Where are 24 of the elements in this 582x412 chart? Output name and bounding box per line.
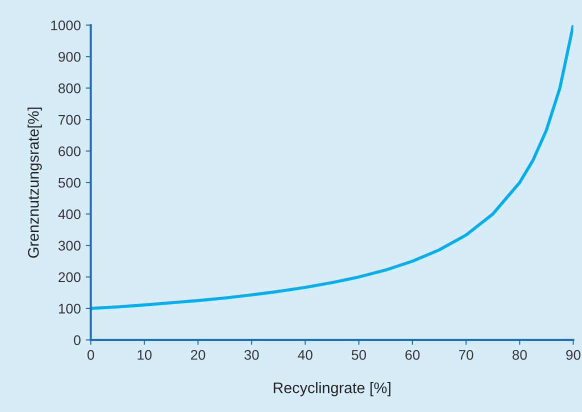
- x-tick-label: 30: [244, 350, 259, 360]
- y-tick-label: 200: [58, 272, 81, 282]
- y-axis-title: Grenznutzungsrate[%]: [28, 108, 42, 258]
- y-tick-label: 400: [58, 209, 81, 220]
- y-tick-label: 0: [74, 335, 81, 346]
- x-axis-title: Recyclingrate [%]: [274, 382, 390, 396]
- x-tick-label: 0: [87, 350, 94, 360]
- y-tick-label: 900: [58, 52, 81, 62]
- y-tick-label: 1000: [51, 20, 81, 30]
- y-tick-label: 800: [58, 83, 81, 94]
- x-tick-label: 70: [459, 350, 474, 360]
- line-series: [90, 25, 574, 310]
- y-tick-label: 700: [58, 114, 81, 125]
- x-tick-label: 90: [566, 350, 580, 360]
- x-tick-label: 80: [512, 350, 527, 360]
- y-tick-label: 100: [58, 304, 81, 314]
- x-tick-label: 20: [190, 350, 206, 360]
- x-tick-label: 50: [352, 350, 366, 360]
- y-tick-label: 300: [58, 240, 81, 251]
- y-tick-label: 600: [58, 146, 81, 156]
- x-tick-label: 10: [138, 350, 152, 360]
- x-tick-label: 60: [405, 350, 420, 360]
- x-tick-label: 40: [298, 350, 312, 360]
- y-tick-label: 500: [58, 178, 81, 188]
